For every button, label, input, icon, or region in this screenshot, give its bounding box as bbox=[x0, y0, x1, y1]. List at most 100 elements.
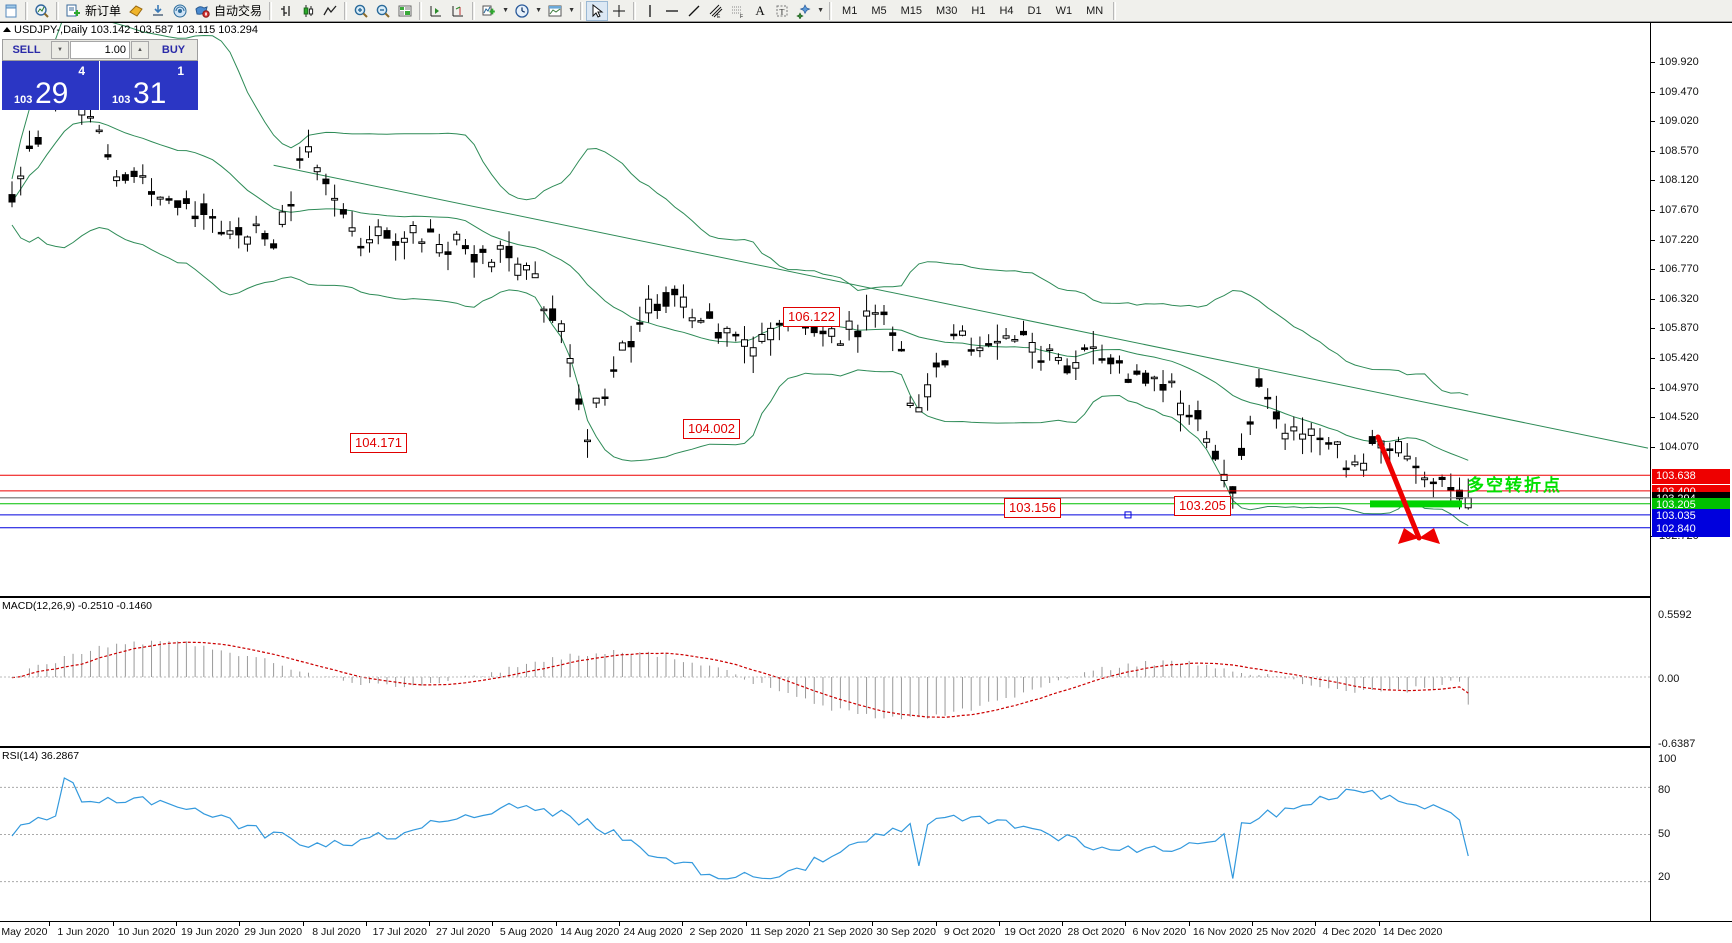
price-badge[interactable]: 103.035 bbox=[1652, 508, 1730, 524]
chevron-down-icon[interactable]: ▼ bbox=[502, 7, 509, 14]
price-annotation-label[interactable]: 104.002 bbox=[683, 419, 740, 439]
chart-window[interactable]: USDJPY-,Daily 103.142 103.587 103.115 10… bbox=[0, 22, 1732, 943]
date-axis-label: 30 Sep 2020 bbox=[876, 926, 936, 938]
level-drag-handle[interactable] bbox=[1124, 511, 1132, 519]
price-axis[interactable]: 109.920 109.470 109.020 108.570 108.120 107.6… bbox=[1650, 23, 1732, 921]
date-axis[interactable]: 2 May 2020 1 Jun 2020 10 Jun 2020 19 Jun 20… bbox=[0, 921, 1732, 943]
objects-icon[interactable] bbox=[793, 1, 815, 21]
autotrading-icon[interactable] bbox=[191, 1, 213, 21]
svg-text:E: E bbox=[717, 14, 721, 19]
main-toolbar: 新订单 自动交易 ▼ ▼ ▼ bbox=[0, 0, 1732, 22]
timeframe-m15[interactable]: M15 bbox=[900, 4, 922, 17]
volume-input[interactable]: 1.00 bbox=[70, 41, 130, 59]
chart-header-text: USDJPY-,Daily 103.142 103.587 103.115 10… bbox=[14, 24, 259, 36]
line-chart-icon[interactable] bbox=[319, 1, 341, 21]
timeframe-m30[interactable]: M30 bbox=[936, 4, 958, 17]
bollinger-upper-band bbox=[11, 23, 1469, 396]
date-axis-label: 9 Oct 2020 bbox=[943, 926, 996, 938]
chart-shift-icon[interactable] bbox=[447, 1, 469, 21]
descending-trendline[interactable] bbox=[273, 164, 1649, 449]
indicators-icon[interactable] bbox=[478, 1, 500, 21]
timeframe-w1[interactable]: W1 bbox=[1055, 4, 1073, 17]
crosshair-icon[interactable] bbox=[608, 1, 630, 21]
buy-price-display[interactable]: 103 31 1 bbox=[100, 61, 198, 110]
periods-icon[interactable] bbox=[511, 1, 533, 21]
price-axis-label: 108.570 bbox=[1659, 144, 1699, 157]
red-down-arrow[interactable] bbox=[1375, 434, 1440, 544]
date-axis-label: 14 Aug 2020 bbox=[560, 926, 620, 938]
timeframe-m1[interactable]: M1 bbox=[842, 4, 858, 17]
chevron-down-icon[interactable]: ▼ bbox=[568, 7, 575, 14]
scroll-end-icon[interactable] bbox=[425, 1, 447, 21]
macd-signal-line bbox=[11, 641, 1469, 718]
horizontal-line-icon[interactable] bbox=[661, 1, 683, 21]
price-axis-label: 107.670 bbox=[1659, 204, 1699, 216]
timeframe-mn[interactable]: MN bbox=[1086, 4, 1104, 17]
support-zone-block[interactable] bbox=[1370, 500, 1462, 508]
autotrading-label[interactable]: 自动交易 bbox=[214, 3, 263, 18]
rsi-axis-label: 50 bbox=[1658, 828, 1671, 840]
date-axis-tick bbox=[1062, 922, 1064, 926]
signals-icon[interactable] bbox=[169, 1, 191, 21]
price-annotation-label[interactable]: 103.156 bbox=[1004, 498, 1061, 518]
chart-plot-area[interactable] bbox=[0, 23, 1650, 921]
text-label-icon[interactable]: T bbox=[771, 1, 793, 21]
price-axis-tick bbox=[1651, 358, 1655, 359]
buy-button[interactable]: BUY bbox=[150, 40, 197, 60]
price-badge[interactable]: 102.840 bbox=[1652, 521, 1730, 537]
date-axis-tick bbox=[239, 922, 241, 926]
zoom-out-icon[interactable] bbox=[372, 1, 394, 21]
timeframe-h4[interactable]: H4 bbox=[999, 4, 1014, 17]
bollinger-lower-band bbox=[11, 224, 1469, 527]
candlestick-chart-icon[interactable] bbox=[297, 1, 319, 21]
expert-advisor-icon[interactable] bbox=[125, 1, 147, 21]
cursor-icon[interactable] bbox=[586, 0, 609, 21]
date-axis-label: 21 Sep 2020 bbox=[813, 926, 873, 938]
timeframe-m5[interactable]: M5 bbox=[871, 4, 887, 17]
price-axis-tick bbox=[1651, 150, 1655, 152]
chinese-annotation-text[interactable]: 多空转折点 bbox=[1467, 476, 1562, 495]
date-axis-tick bbox=[1252, 922, 1253, 926]
date-axis-tick bbox=[1378, 922, 1380, 926]
date-axis-tick bbox=[492, 922, 494, 926]
date-axis-label: 2 May 2020 bbox=[0, 926, 48, 938]
volume-increment-button[interactable]: ▲ bbox=[131, 41, 149, 59]
price-axis-tick bbox=[1651, 180, 1655, 182]
date-axis-label: 6 Nov 2020 bbox=[1132, 926, 1187, 938]
sell-price-display[interactable]: 103 29 4 bbox=[2, 61, 100, 110]
price-annotation-label[interactable]: 103.205 bbox=[1174, 496, 1231, 516]
vertical-line-icon[interactable] bbox=[639, 1, 661, 21]
price-annotation-label[interactable]: 104.171 bbox=[350, 433, 407, 453]
chart-collapse-icon[interactable] bbox=[3, 27, 11, 32]
chevron-down-icon[interactable]: ▼ bbox=[535, 7, 542, 14]
one-click-trading-panel[interactable]: SELL ▼ 1.00 ▲ BUY 103 29 4 103 31 1 bbox=[2, 39, 198, 111]
bar-chart-icon[interactable] bbox=[275, 1, 297, 21]
date-axis-tick bbox=[935, 922, 937, 926]
rsi-axis-label: 100 bbox=[1658, 753, 1677, 765]
date-axis-label: 1 Jun 2020 bbox=[57, 926, 110, 938]
date-axis-tick bbox=[365, 922, 367, 926]
price-badge[interactable]: 103.638 bbox=[1652, 469, 1730, 485]
chart-grid-icon[interactable] bbox=[394, 1, 416, 21]
timeframe-d1[interactable]: D1 bbox=[1027, 4, 1042, 17]
new-order-icon[interactable] bbox=[62, 1, 84, 21]
oct-controls-row[interactable]: SELL ▼ 1.00 ▲ BUY bbox=[2, 39, 198, 61]
date-axis-tick bbox=[555, 922, 557, 926]
chevron-down-icon[interactable]: ▼ bbox=[817, 7, 824, 14]
price-axis-label: 107.220 bbox=[1659, 233, 1699, 246]
fibonacci-icon[interactable]: F bbox=[727, 1, 749, 21]
text-icon[interactable]: A bbox=[755, 2, 765, 18]
templates-icon[interactable] bbox=[544, 1, 566, 21]
download-icon[interactable] bbox=[147, 1, 169, 21]
zoom-in-icon[interactable] bbox=[350, 1, 372, 21]
timeframe-h1[interactable]: H1 bbox=[971, 4, 986, 17]
equidistant-channel-icon[interactable]: E bbox=[705, 1, 727, 21]
trendline-icon[interactable] bbox=[683, 1, 705, 21]
volume-decrement-button[interactable]: ▼ bbox=[51, 41, 69, 59]
sell-button[interactable]: SELL bbox=[3, 40, 50, 60]
new-order-label[interactable]: 新订单 bbox=[85, 3, 122, 18]
price-annotation-label[interactable]: 106.122 bbox=[783, 307, 840, 327]
price-axis-label: 106.320 bbox=[1659, 292, 1699, 305]
magnifier-chart-icon[interactable] bbox=[31, 1, 53, 21]
document-icon[interactable] bbox=[0, 1, 22, 21]
